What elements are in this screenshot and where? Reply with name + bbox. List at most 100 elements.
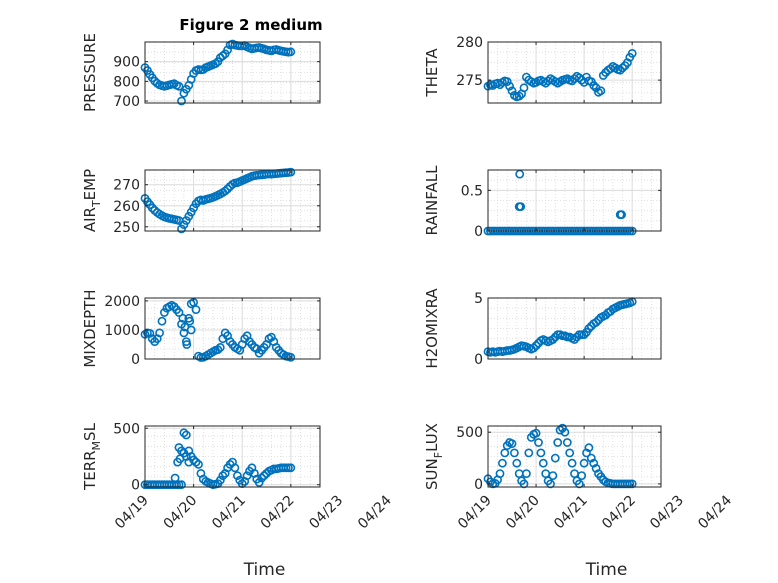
data-point (536, 448, 546, 458)
data-point (519, 83, 529, 93)
y-axis-label: PRESSURE (81, 33, 99, 112)
y-tick-label: 275 (456, 73, 483, 89)
data-point (213, 345, 223, 355)
y-axis-label: MIXDEPTH (81, 289, 99, 367)
data-point (505, 81, 514, 91)
data-point (191, 305, 201, 314)
y-tick-label: 250 (113, 220, 140, 236)
data-point (194, 459, 203, 469)
y-tick-label: 0 (131, 352, 140, 368)
data-point (254, 478, 264, 487)
series-markers (140, 39, 296, 106)
data-point (157, 316, 167, 326)
axes-box (144, 425, 321, 488)
y-tick-label: 280 (456, 35, 483, 51)
y-tick-label: 800 (113, 74, 140, 90)
x-tick-label: 04/23 (647, 493, 687, 533)
x-tick-label: 04/24 (695, 492, 735, 532)
data-point (179, 428, 189, 438)
data-point (524, 448, 534, 458)
data-point (507, 86, 517, 96)
data-point (174, 443, 184, 452)
data-point (591, 463, 601, 473)
x-axis-label: Time (585, 560, 628, 580)
series-markers (140, 167, 296, 234)
data-point (185, 316, 195, 326)
data-point (497, 458, 507, 468)
data-point (596, 86, 606, 96)
y-axis-label: SUNFLUX (423, 423, 445, 490)
data-point (512, 458, 522, 468)
data-point (562, 438, 572, 447)
data-point (516, 202, 526, 211)
data-point (514, 91, 524, 101)
subplot-theta: 275 280 THETA (423, 35, 662, 104)
data-point (189, 455, 198, 465)
data-point (617, 210, 626, 220)
data-point (184, 457, 194, 467)
data-point (177, 96, 186, 106)
data-point (584, 324, 594, 333)
data-point (179, 328, 189, 338)
data-point (589, 458, 599, 468)
data-point (577, 471, 587, 480)
data-point (529, 343, 539, 353)
data-point (567, 76, 577, 86)
data-point (177, 480, 186, 490)
data-point (181, 430, 191, 440)
data-point (218, 471, 228, 481)
y-axis-label: H2OMIXRA (423, 288, 441, 369)
data-point (159, 308, 169, 317)
y-tick-label: 500 (456, 425, 483, 441)
data-point (215, 342, 225, 352)
x-tick-label: 04/21 (551, 493, 591, 533)
data-point (618, 63, 627, 73)
data-point (495, 469, 505, 478)
data-point (570, 335, 579, 344)
x-tick-label: 04/24 (355, 492, 395, 532)
series-markers (483, 49, 637, 102)
axes-box (487, 425, 662, 488)
series-markers (483, 297, 637, 357)
x-tick-label: 04/21 (209, 493, 249, 533)
data-point (174, 81, 184, 91)
data-point (215, 475, 225, 485)
data-point (538, 458, 548, 468)
y-tick-label: 0.5 (461, 183, 483, 199)
y-tick-label: 0 (474, 352, 483, 368)
data-point (218, 51, 228, 61)
data-point (531, 341, 541, 350)
subplot-air-temp: 250 260 270 AIRTEMP (81, 167, 321, 236)
y-tick-label: 2000 (104, 294, 140, 310)
data-point (534, 438, 543, 447)
y-axis-label: TERRMSL (81, 422, 103, 491)
x-tick-label: 04/22 (599, 493, 639, 533)
data-point (223, 45, 232, 55)
x-tick-label: 04/19 (112, 493, 152, 533)
data-point (548, 471, 558, 480)
subplot-pressure: 700 800 900 PRESSURE (81, 33, 321, 112)
data-point (567, 458, 577, 468)
data-point (186, 325, 196, 335)
axes-box (487, 297, 662, 360)
axes-box (144, 297, 321, 360)
x-axis-label: Time (243, 560, 286, 580)
figure-title: Figure 2 medium (179, 16, 322, 34)
data-point (230, 463, 240, 473)
x-tick-label: 04/19 (455, 493, 495, 533)
data-point (223, 184, 232, 194)
data-point (565, 448, 575, 458)
data-point (174, 308, 184, 317)
data-point (500, 448, 510, 458)
data-point (623, 58, 632, 67)
axes-box (144, 41, 321, 104)
subplot-terr-msl: 0 500 04/19 04/20 04/21 04/22 04/23 04/24 Time TE… (81, 421, 395, 580)
data-point (507, 439, 517, 448)
y-tick-label: 5 (474, 291, 483, 307)
y-tick-label: 0 (474, 224, 483, 240)
data-point (541, 78, 551, 88)
subplot-sun-flux: 0 500 04/19 04/20 04/21 04/22 04/23 04/24 Time SU… (423, 423, 735, 580)
x-tick-label: 04/20 (503, 493, 543, 533)
data-point (553, 438, 563, 447)
